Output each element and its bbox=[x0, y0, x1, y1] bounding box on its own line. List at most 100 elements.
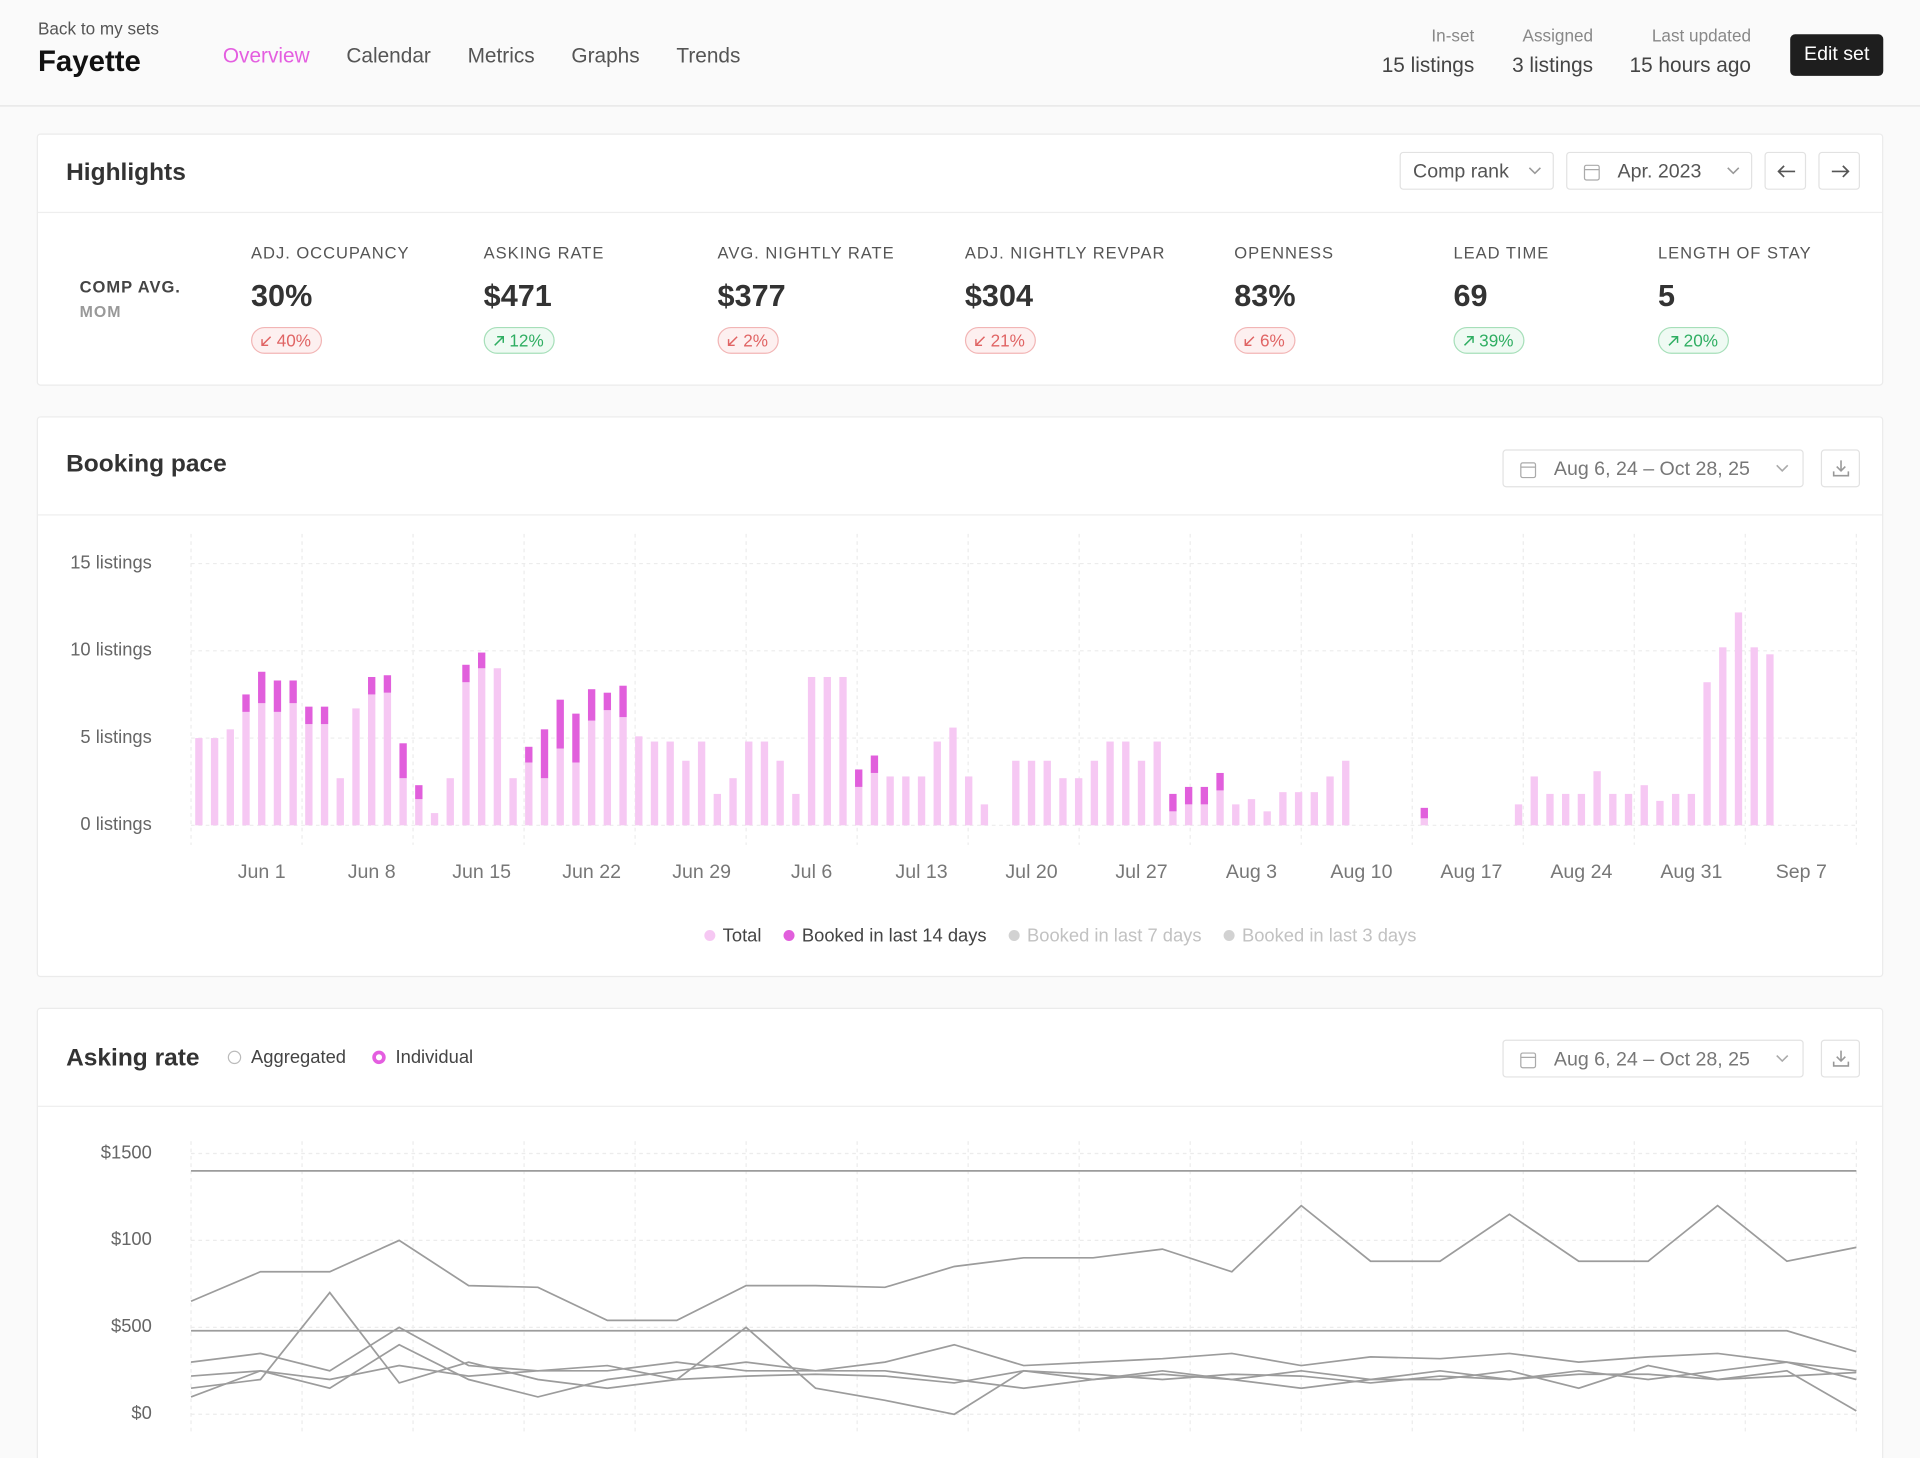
change-text: 6% bbox=[1260, 330, 1285, 351]
bar-segment bbox=[556, 748, 564, 826]
card-header bbox=[37, 135, 1883, 214]
change-badge: 21% bbox=[964, 326, 1036, 354]
bar-segment bbox=[477, 652, 486, 669]
stat-value: 15 hours ago bbox=[1629, 53, 1752, 78]
rate-line bbox=[190, 1326, 1857, 1372]
highlights-card: Highlights Comp rank Apr. 2023 COMP AVG.… bbox=[36, 133, 1884, 386]
bar-segment bbox=[399, 743, 407, 779]
rate-line bbox=[190, 1343, 1857, 1398]
bar-segment bbox=[305, 706, 313, 725]
arrow-path bbox=[727, 335, 738, 346]
x-tick-label: Jul 27 bbox=[1115, 861, 1167, 883]
bar-segment bbox=[258, 671, 266, 704]
calendar-icon bbox=[1583, 164, 1600, 181]
rate-line bbox=[190, 1364, 1857, 1412]
bar-segment bbox=[320, 706, 329, 725]
date-range[interactable]: Aug 6, 24 – Oct 28, 25 bbox=[1502, 449, 1804, 488]
metric-value: $471 bbox=[483, 279, 552, 314]
stat: Assigned 3 listings bbox=[1512, 26, 1593, 79]
change-badge: 12% bbox=[483, 326, 555, 354]
bar-segment bbox=[368, 694, 376, 826]
bar-segment bbox=[1153, 741, 1161, 826]
bar-segment bbox=[1609, 793, 1617, 826]
change-badge: 40% bbox=[251, 326, 323, 354]
chevron bbox=[1528, 167, 1541, 175]
chevron bbox=[1776, 1054, 1789, 1063]
stat-label: In-set bbox=[1431, 25, 1475, 46]
bar-segment bbox=[1074, 778, 1083, 826]
bar-segment bbox=[1216, 790, 1224, 826]
bar-segment bbox=[933, 741, 941, 826]
bar-segment bbox=[1200, 786, 1209, 805]
bar-segment bbox=[823, 676, 831, 826]
card-title: Highlights bbox=[66, 159, 186, 187]
bar-segment bbox=[870, 755, 879, 773]
metric-label: AVG. NIGHTLY RATE bbox=[717, 243, 895, 263]
radio-label: Individual bbox=[395, 1046, 474, 1068]
metric-value: 30% bbox=[251, 279, 313, 314]
nav-tab[interactable]: Graphs bbox=[571, 44, 640, 68]
bar-segment bbox=[572, 762, 580, 826]
bar-segment bbox=[603, 692, 612, 711]
mode-radio[interactable]: Aggregated bbox=[227, 1047, 346, 1068]
arrow-path bbox=[1463, 335, 1474, 346]
card-title: Asking rate bbox=[66, 1044, 200, 1072]
bar-segment bbox=[1106, 741, 1114, 826]
bar-segment bbox=[1216, 772, 1224, 791]
bar-segment bbox=[399, 778, 407, 826]
prev-button[interactable] bbox=[1764, 151, 1807, 190]
legend-label: Booked in last 7 days bbox=[1027, 925, 1202, 946]
bar-segment bbox=[697, 741, 706, 826]
card-header bbox=[37, 418, 1883, 516]
x-tick-label: Aug 17 bbox=[1440, 861, 1502, 883]
bar-segment bbox=[587, 689, 596, 721]
month-select-text: Apr. 2023 bbox=[1617, 161, 1702, 183]
bar-segment bbox=[886, 776, 894, 826]
trend-arrow bbox=[1463, 335, 1474, 346]
edit-button[interactable]: Edit set bbox=[1790, 34, 1884, 76]
stat-value: 3 listings bbox=[1512, 53, 1594, 78]
bar-segment bbox=[462, 664, 470, 683]
nav-tab[interactable]: Overview bbox=[222, 44, 310, 68]
change-badge: 20% bbox=[1657, 326, 1730, 354]
rank-select[interactable]: Comp rank bbox=[1399, 151, 1554, 190]
tabs: Overview Calendar Metrics Graphs Trends bbox=[223, 44, 741, 68]
nav-tab[interactable]: Metrics bbox=[467, 44, 535, 68]
bar-segment bbox=[1530, 776, 1538, 826]
next-button[interactable] bbox=[1818, 151, 1861, 190]
download-button[interactable] bbox=[1820, 449, 1861, 488]
bar-segment bbox=[1656, 800, 1664, 826]
bar-segment bbox=[242, 711, 250, 826]
metric-value: 83% bbox=[1234, 279, 1296, 314]
nav-tab[interactable]: Calendar bbox=[346, 44, 431, 68]
bar-segment bbox=[635, 736, 643, 826]
bar-segment bbox=[195, 738, 203, 826]
bar-segment bbox=[1420, 818, 1428, 826]
trend-arrow bbox=[975, 335, 986, 346]
bar-segment bbox=[1624, 793, 1633, 826]
x-tick-label: Aug 3 bbox=[1226, 861, 1277, 883]
radio-dot bbox=[227, 1050, 242, 1065]
bar-segment bbox=[1184, 804, 1193, 826]
date-range[interactable]: Aug 6, 24 – Oct 28, 25 bbox=[1502, 1039, 1804, 1078]
nav-tab[interactable]: Trends bbox=[676, 44, 741, 68]
bar-segment bbox=[1577, 793, 1586, 826]
bar-segment bbox=[980, 804, 989, 826]
change-text: 39% bbox=[1479, 330, 1514, 351]
legend-label: Booked in last 14 days bbox=[802, 925, 987, 946]
bar-segment bbox=[556, 699, 564, 749]
bar-segment bbox=[525, 762, 533, 826]
asking-rate-chart: $0 $500 $100 $1500 bbox=[101, 1141, 1857, 1434]
chevron bbox=[1727, 167, 1740, 175]
radio-dot bbox=[372, 1050, 386, 1065]
bar-segment bbox=[949, 727, 957, 826]
x-tick-label: Aug 31 bbox=[1660, 861, 1722, 883]
bar-segment bbox=[1137, 760, 1146, 826]
download-button[interactable] bbox=[1820, 1039, 1861, 1078]
row-label: COMP AVG. bbox=[79, 277, 181, 297]
month-select[interactable]: Apr. 2023 bbox=[1566, 151, 1753, 190]
arrow-path bbox=[1668, 335, 1679, 346]
back-link[interactable]: Back to my sets bbox=[37, 18, 159, 38]
bar-segment bbox=[917, 776, 926, 826]
mode-radio[interactable]: Individual bbox=[372, 1047, 473, 1068]
